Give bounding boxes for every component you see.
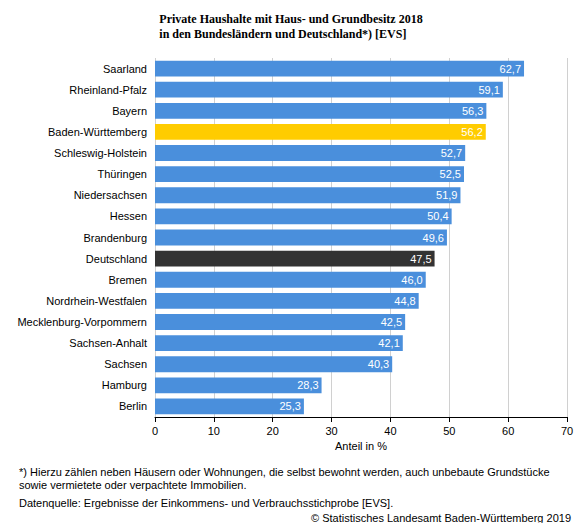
svg-text:44,8: 44,8 bbox=[394, 295, 415, 307]
svg-text:in den Bundesländern und Deuts: in den Bundesländern und Deutschland*) [… bbox=[159, 27, 406, 41]
svg-text:52,5: 52,5 bbox=[440, 168, 461, 180]
svg-text:Brandenburg: Brandenburg bbox=[83, 232, 147, 244]
svg-text:10: 10 bbox=[208, 425, 220, 437]
svg-text:51,9: 51,9 bbox=[436, 189, 457, 201]
svg-text:0: 0 bbox=[152, 425, 158, 437]
svg-text:Niedersachsen: Niedersachsen bbox=[74, 189, 147, 201]
svg-text:Nordrhein-Westfalen: Nordrhein-Westfalen bbox=[46, 295, 147, 307]
svg-text:Hamburg: Hamburg bbox=[102, 379, 147, 391]
svg-text:Anteil in %: Anteil in % bbox=[335, 440, 387, 452]
svg-text:Bayern: Bayern bbox=[112, 105, 147, 117]
svg-text:28,3: 28,3 bbox=[297, 379, 318, 391]
svg-text:62,7: 62,7 bbox=[500, 63, 521, 75]
svg-text:Hessen: Hessen bbox=[110, 210, 147, 222]
svg-text:40,3: 40,3 bbox=[368, 358, 389, 370]
svg-text:Thüringen: Thüringen bbox=[97, 168, 147, 180]
svg-text:Saarland: Saarland bbox=[103, 63, 147, 75]
svg-text:Schleswig-Holstein: Schleswig-Holstein bbox=[54, 147, 147, 159]
svg-text:Sachsen-Anhalt: Sachsen-Anhalt bbox=[69, 337, 147, 349]
svg-text:50: 50 bbox=[443, 425, 455, 437]
svg-text:30: 30 bbox=[325, 425, 337, 437]
svg-text:42,1: 42,1 bbox=[378, 337, 399, 349]
svg-text:40: 40 bbox=[384, 425, 396, 437]
svg-text:Deutschland: Deutschland bbox=[86, 253, 147, 265]
svg-text:42,5: 42,5 bbox=[381, 316, 402, 328]
svg-text:Berlin: Berlin bbox=[119, 400, 147, 412]
svg-text:47,5: 47,5 bbox=[410, 253, 431, 265]
svg-text:46,0: 46,0 bbox=[401, 274, 422, 286]
svg-text:70: 70 bbox=[561, 425, 573, 437]
svg-text:60: 60 bbox=[502, 425, 514, 437]
svg-text:52,7: 52,7 bbox=[441, 147, 462, 159]
svg-text:Sachsen: Sachsen bbox=[104, 358, 147, 370]
svg-text:Private Haushalte mit Haus- un: Private Haushalte mit Haus- und Grundbes… bbox=[159, 12, 422, 26]
svg-text:Datenquelle: Ergebnisse der Ei: Datenquelle: Ergebnisse der Einkommens- … bbox=[19, 497, 393, 509]
svg-text:*) Hierzu zählen neben Häusern: *) Hierzu zählen neben Häusern oder Wohn… bbox=[19, 466, 553, 478]
svg-text:Mecklenburg-Vorpommern: Mecklenburg-Vorpommern bbox=[17, 316, 147, 328]
svg-text:56,2: 56,2 bbox=[461, 126, 482, 138]
svg-text:© Statistisches Landesamt Bade: © Statistisches Landesamt Baden-Württemb… bbox=[311, 512, 571, 523]
svg-text:sowie vermietete oder verpacht: sowie vermietete oder verpachtete Immobi… bbox=[19, 479, 246, 491]
svg-text:20: 20 bbox=[267, 425, 279, 437]
svg-text:50,4: 50,4 bbox=[427, 210, 448, 222]
svg-text:59,1: 59,1 bbox=[478, 84, 499, 96]
svg-text:56,3: 56,3 bbox=[462, 105, 483, 117]
svg-text:Bremen: Bremen bbox=[108, 274, 147, 286]
svg-text:Baden-Württemberg: Baden-Württemberg bbox=[48, 126, 147, 138]
svg-text:Rheinland-Pfalz: Rheinland-Pfalz bbox=[69, 84, 147, 96]
svg-text:25,3: 25,3 bbox=[279, 400, 300, 412]
svg-text:49,6: 49,6 bbox=[423, 232, 444, 244]
